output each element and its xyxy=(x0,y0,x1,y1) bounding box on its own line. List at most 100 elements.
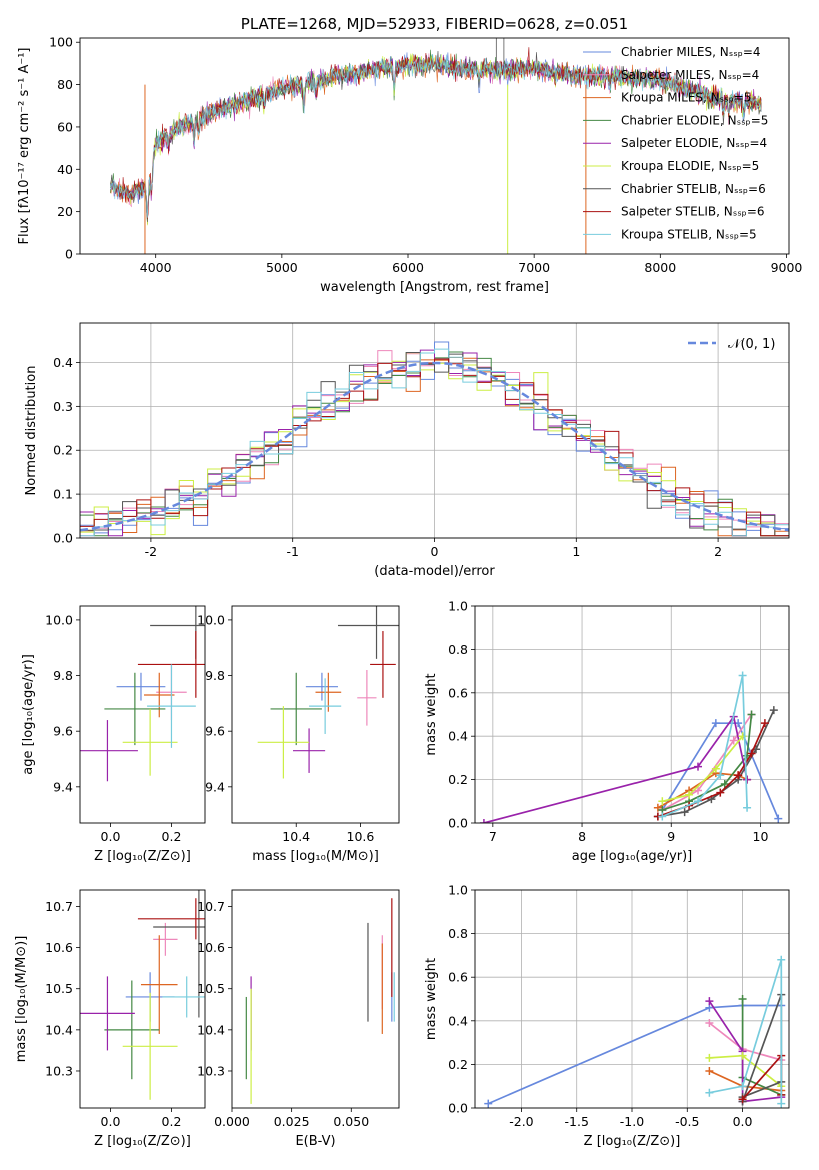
x-tick-label: 0 xyxy=(431,544,439,559)
y-tick-label: 0.2 xyxy=(53,443,73,458)
plus-marker xyxy=(720,779,729,788)
axes-frame xyxy=(79,889,206,1109)
x-tick-label: 7000 xyxy=(518,260,550,275)
plus-marker xyxy=(738,995,747,1003)
y-tick-label: 9.4 xyxy=(205,779,225,794)
series-line xyxy=(661,714,753,811)
x-tick-label: 9000 xyxy=(771,260,803,275)
y-tick-label: 10.5 xyxy=(197,981,225,996)
series-line xyxy=(662,714,753,811)
legend-entry: Chabrier MILES, Nₛₛₚ=4 xyxy=(621,45,761,59)
x-axis-label: Z [log₁₀(Z/Z⊙)] xyxy=(94,1134,191,1149)
legend-entry: Kroupa STELIB, Nₛₛₚ=5 xyxy=(621,227,757,241)
x-tick-label: 0.000 xyxy=(214,1114,250,1129)
mass_vs_Z-axes xyxy=(76,906,172,1112)
plus-marker xyxy=(653,803,662,812)
plus-marker xyxy=(716,771,725,780)
legend-entry: Kroupa MILES, Nₛₛₚ=5 xyxy=(621,91,751,105)
plus-marker xyxy=(738,671,747,680)
y-tick-label: 10.7 xyxy=(45,899,73,914)
legend-entry: Salpeter MILES, Nₛₛₚ=4 xyxy=(621,68,759,82)
axes-frame xyxy=(474,605,790,824)
plus-marker xyxy=(734,771,743,780)
x-axis-label: age [log₁₀(age/yr)] xyxy=(572,849,693,864)
y-axis-label: mass weight xyxy=(424,673,439,755)
massweight_vs_Z-axes xyxy=(471,889,789,1112)
x-axis-label: mass [log₁₀(M/M⊙)] xyxy=(252,849,379,864)
plus-marker xyxy=(705,1018,714,1027)
series-line xyxy=(661,722,780,820)
plus-marker xyxy=(711,764,720,773)
x-tick-label: 10 xyxy=(753,829,769,844)
y-tick-label: 9.6 xyxy=(205,724,225,739)
x-axis-label: wavelength [Angstrom, rest frame] xyxy=(320,280,549,295)
y-tick-label: 0.4 xyxy=(448,729,468,744)
plus-marker xyxy=(694,786,703,795)
massweight_vs_age-axes xyxy=(471,605,789,827)
legend-entry: 𝒩(0, 1) xyxy=(728,337,775,352)
x-tick-label: 9 xyxy=(667,829,675,844)
y-tick-label: 0.0 xyxy=(448,1101,468,1116)
x-tick-label: 8 xyxy=(578,829,586,844)
plus-marker xyxy=(711,719,720,728)
y-tick-label: 10.0 xyxy=(45,612,73,627)
axes-frame xyxy=(79,605,206,824)
chart-title: PLATE=1268, MJD=52933, FIBERID=0628, z=0… xyxy=(241,15,628,33)
plus-marker xyxy=(738,1082,747,1091)
plus-marker xyxy=(729,736,738,745)
y-tick-label: 0.4 xyxy=(53,355,73,370)
y-tick-label: 10.3 xyxy=(45,1063,73,1078)
residuals-axes xyxy=(76,323,789,542)
plus-marker xyxy=(680,808,689,817)
series-line xyxy=(709,1054,782,1087)
plus-marker xyxy=(743,803,752,812)
x-tick-label: -2.0 xyxy=(509,1114,533,1129)
plus-marker xyxy=(484,1099,493,1108)
y-tick-label: 60 xyxy=(57,119,73,134)
y-tick-label: 0.6 xyxy=(448,970,468,985)
y-tick-label: 0.2 xyxy=(448,1057,468,1072)
y-tick-label: 10.6 xyxy=(197,940,225,955)
spectrum-axes xyxy=(76,41,787,258)
y-tick-label: 10.6 xyxy=(45,940,73,955)
plus-marker xyxy=(760,719,769,728)
legend-entry: Chabrier STELIB, Nₛₛₚ=6 xyxy=(621,182,766,196)
legend-entry: Salpeter ELODIE, Nₛₛₚ=4 xyxy=(621,136,767,150)
spectrum-line xyxy=(110,53,762,218)
x-tick-label: 7 xyxy=(489,829,497,844)
x-tick-label: -1 xyxy=(286,544,298,559)
plus-marker xyxy=(694,762,703,771)
y-tick-label: 9.4 xyxy=(53,779,73,794)
plus-marker xyxy=(774,814,783,823)
legend-entry: Kroupa ELODIE, Nₛₛₚ=5 xyxy=(621,159,759,173)
series-line xyxy=(662,735,744,803)
y-tick-label: 9.8 xyxy=(205,668,225,683)
y-axis-label: age [log₁₀(age/yr)] xyxy=(21,654,36,775)
plus-marker xyxy=(705,1066,714,1075)
y-axis-label: Normed distribution xyxy=(24,366,39,496)
plus-marker xyxy=(777,955,786,964)
normal-curve xyxy=(79,361,790,532)
y-tick-label: 10.7 xyxy=(197,899,225,914)
axes-frame xyxy=(79,322,790,539)
axes-frame xyxy=(79,37,790,255)
plus-marker xyxy=(738,1095,747,1104)
y-axis-label: mass weight xyxy=(424,958,439,1040)
x-tick-label: 4000 xyxy=(140,260,172,275)
y-tick-label: 1.0 xyxy=(448,599,468,614)
x-tick-label: 0.2 xyxy=(162,829,182,844)
plus-marker xyxy=(479,819,488,823)
x-tick-label: 10.4 xyxy=(282,829,310,844)
x-tick-label: 1 xyxy=(572,544,580,559)
y-tick-label: 80 xyxy=(57,77,73,92)
plus-marker xyxy=(705,997,714,1006)
plus-marker xyxy=(747,749,756,758)
x-tick-label: 0.2 xyxy=(162,1114,182,1129)
y-tick-label: 0.2 xyxy=(448,772,468,787)
x-tick-label: 2 xyxy=(714,544,722,559)
y-tick-label: 1.0 xyxy=(448,883,468,898)
series-line xyxy=(708,1022,782,1061)
y-axis-label: mass [log₁₀(M/M⊙)] xyxy=(14,936,29,1063)
x-tick-label: 5000 xyxy=(266,260,298,275)
